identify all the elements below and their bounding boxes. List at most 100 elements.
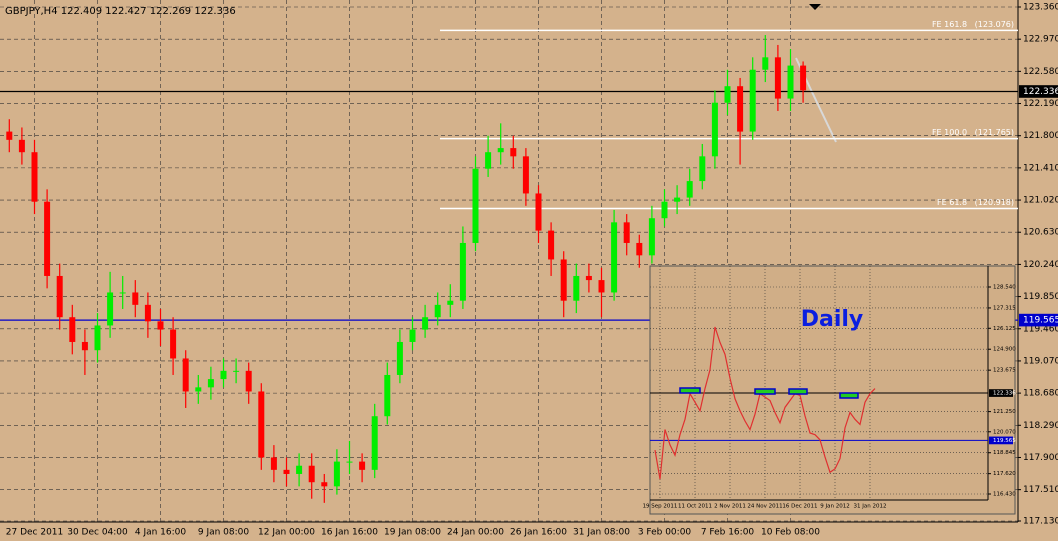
candle-body	[346, 461, 353, 463]
candle-body	[674, 197, 681, 202]
candle-body	[623, 222, 630, 243]
candle-body	[195, 387, 202, 392]
candle-body	[472, 168, 479, 243]
candle-body	[245, 370, 252, 392]
candle-body	[459, 242, 466, 301]
candle-body	[157, 321, 164, 330]
candle-body	[409, 329, 416, 342]
x-tick-label: 26 Jan 16:00	[510, 528, 567, 538]
candle-body	[686, 181, 693, 198]
candle-body	[384, 374, 391, 417]
pattern-marker	[754, 388, 776, 395]
candle-body	[31, 152, 38, 202]
candle-body	[522, 156, 529, 194]
candle-body	[296, 465, 303, 474]
candle-body	[636, 242, 643, 256]
candle-body	[711, 102, 718, 157]
y-tick-label: 123.675	[993, 368, 1016, 374]
y-tick-label: 119.070	[1023, 356, 1058, 366]
x-tick-label: 11 Oct 2011	[678, 504, 712, 510]
y-tick-label: 122.580	[1023, 67, 1058, 77]
candle-body	[661, 201, 668, 219]
candle-body	[119, 292, 126, 294]
x-tick-label: 3 Feb 00:00	[638, 528, 692, 538]
y-tick-label: 123.360	[1023, 3, 1058, 13]
y-tick-label: 122.970	[1023, 35, 1058, 45]
candle-body	[800, 65, 807, 91]
x-tick-label: 24 Nov 2011	[747, 504, 782, 510]
inset-panel	[649, 265, 1016, 515]
candle-body	[724, 86, 731, 103]
y-tick-label: 118.290	[1023, 421, 1058, 431]
candle-body	[94, 325, 101, 351]
y-tick-label: 122.190	[1023, 99, 1058, 109]
candle-body	[434, 304, 441, 318]
candle-body	[207, 379, 214, 388]
candle-body	[560, 259, 567, 301]
candle-body	[81, 341, 88, 351]
chart-header: GBPJPY,H4 122.409 122.427 122.269 122.33…	[5, 6, 236, 17]
price-box-label: 122.336	[993, 391, 1016, 397]
candle-body	[611, 222, 618, 293]
x-tick-label: 24 Jan 00:00	[447, 528, 504, 538]
y-tick-label: 117.620	[993, 471, 1016, 477]
y-tick-label: 117.130	[1023, 517, 1058, 527]
y-tick-label: 121.800	[1023, 131, 1058, 141]
pattern-marker	[788, 388, 808, 395]
candle-body	[182, 358, 189, 392]
price-line	[654, 326, 876, 480]
y-tick-label: 126.125	[993, 326, 1016, 332]
price-box	[1019, 85, 1058, 98]
fib-label: FE 100.0 (121.765)	[932, 128, 1014, 137]
candle-body	[497, 148, 504, 153]
pattern-marker	[839, 392, 859, 399]
y-tick-label: 120.240	[1023, 260, 1058, 270]
x-tick-label: 31 Jan 2012	[854, 504, 887, 510]
y-tick-label: 121.250	[993, 409, 1016, 415]
y-tick-label: 120.070	[993, 429, 1016, 435]
candle-body	[69, 317, 76, 342]
y-tick-label: 124.900	[993, 347, 1016, 353]
candle-body	[333, 461, 340, 487]
candle-body	[510, 148, 517, 157]
candle-body	[422, 317, 429, 330]
x-tick-label: 16 Jan 16:00	[321, 528, 378, 538]
candle-body	[233, 370, 240, 372]
inset-title: Daily	[801, 307, 864, 332]
y-tick-label: 117.510	[1023, 485, 1058, 495]
candle-body	[308, 465, 315, 483]
x-tick-label: 7 Feb 16:00	[701, 528, 755, 538]
candle-body	[548, 230, 555, 260]
candle-body	[749, 69, 756, 132]
price-box-label: 119.565	[993, 438, 1016, 444]
price-box	[1019, 313, 1058, 327]
x-tick-label: 4 Jan 16:00	[135, 528, 187, 538]
candle-body	[132, 292, 139, 305]
candle-body	[573, 275, 580, 301]
fib-label: FE 61.8 (120.918)	[937, 198, 1014, 207]
candle-body	[396, 341, 403, 375]
y-tick-label: 128.540	[993, 285, 1016, 291]
x-tick-label: 9 Jan 2012	[820, 504, 849, 510]
y-tick-label: 119.850	[1023, 292, 1058, 302]
candle-body	[18, 139, 25, 153]
x-tick-label: 10 Feb 08:00	[761, 528, 820, 538]
price-box	[989, 436, 1013, 445]
candle-body	[144, 304, 151, 322]
candle-body	[359, 461, 366, 470]
candle-body	[737, 86, 744, 132]
pattern-marker	[679, 387, 701, 394]
y-tick-label: 118.845	[993, 450, 1016, 456]
candle-body	[220, 370, 227, 380]
candle-body	[535, 193, 542, 231]
candle-body	[762, 57, 769, 70]
y-tick-label: 116.430	[993, 492, 1016, 498]
candle-body	[270, 457, 277, 470]
candle-body	[598, 280, 605, 293]
candle-body	[44, 201, 51, 276]
x-tick-label: 16 Dec 2011	[782, 504, 817, 510]
x-tick-label: 31 Jan 08:00	[573, 528, 630, 538]
candle-body	[258, 391, 265, 458]
candle-body	[485, 152, 492, 169]
